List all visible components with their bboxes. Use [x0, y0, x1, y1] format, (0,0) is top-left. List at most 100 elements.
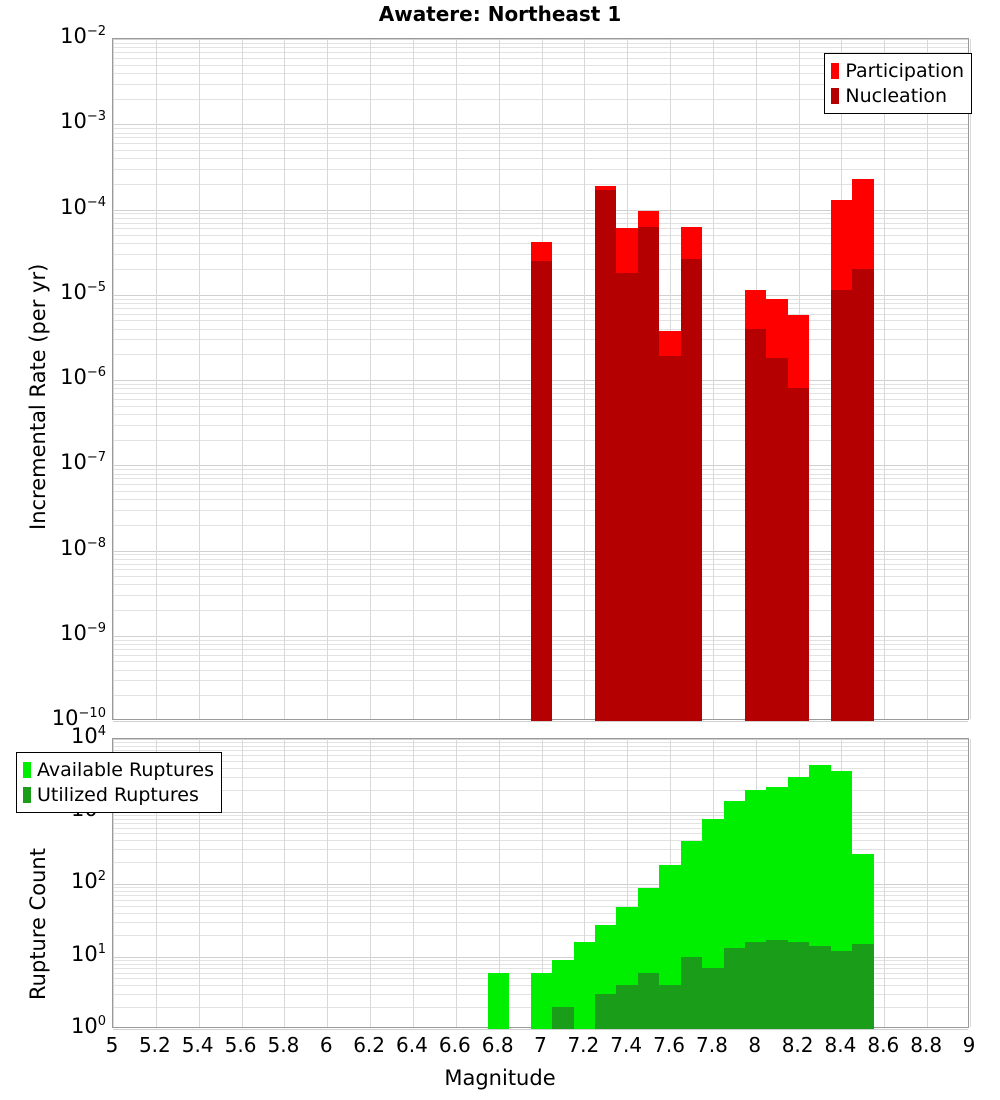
y-tick-label: 102 — [70, 869, 106, 893]
rupture-count-bar — [830, 739, 853, 1029]
rupture-count-bar — [487, 739, 510, 1029]
nucleation-segment — [787, 388, 810, 721]
nucleation-segment — [680, 259, 703, 721]
rupture-count-bar — [573, 739, 596, 1029]
x-tick-label: 8.8 — [910, 1033, 943, 1057]
x-tick-label: 6.2 — [353, 1033, 385, 1057]
nucleation-color-swatch — [831, 87, 840, 104]
utilized-ruptures-segment — [809, 945, 831, 1029]
x-tick-label: 6.4 — [396, 1033, 428, 1057]
rupture-count-bar — [766, 739, 788, 1029]
utilized-ruptures-segment — [659, 985, 681, 1029]
gridline-vertical — [970, 739, 971, 1027]
rupture-count-bar — [616, 739, 638, 1029]
utilized-ruptures-segment — [766, 939, 788, 1029]
y-tick-label: 10−8 — [60, 535, 106, 560]
utilized-ruptures-segment — [552, 1007, 574, 1029]
rate-bar — [787, 39, 810, 721]
nucleation-segment — [530, 260, 553, 721]
legend-label-nucleation: Nucleation — [845, 84, 948, 107]
available-ruptures-segment — [487, 972, 510, 1029]
y-tick-label: 10−10 — [51, 706, 106, 730]
nucleation-segment — [830, 289, 853, 721]
participation-color-swatch — [831, 62, 840, 79]
rupture-count-bar — [852, 739, 874, 1029]
x-tick-label: 6.8 — [481, 1033, 514, 1057]
y-tick-label: 10−9 — [60, 620, 106, 645]
x-tick-label: 7 — [534, 1033, 547, 1057]
incremental-rate-chart — [112, 38, 971, 722]
x-tick-label: 7.6 — [653, 1033, 685, 1057]
rate-bar — [637, 39, 660, 721]
available-ruptures-segment — [530, 972, 553, 1029]
nucleation-segment — [637, 227, 660, 721]
rupture-count-bar — [809, 739, 831, 1029]
gridline-horizontal — [113, 1029, 968, 1030]
y-tick-label: 10−2 — [60, 24, 106, 48]
nucleation-segment — [745, 328, 767, 721]
y-tick-label: 10−3 — [60, 109, 106, 134]
x-tick-label: 8.2 — [781, 1033, 814, 1057]
rupture-count-bar — [552, 739, 574, 1029]
available-ruptures-color-swatch — [23, 761, 31, 778]
nucleation-segment — [766, 358, 788, 721]
x-tick-label: 8.6 — [867, 1033, 900, 1057]
available-ruptures-segment — [573, 941, 596, 1029]
x-tick-label: 5.4 — [181, 1033, 214, 1057]
utilized-ruptures-segment — [616, 985, 638, 1029]
utilized-ruptures-segment — [852, 943, 874, 1029]
rupture-count-bar — [659, 739, 681, 1029]
nucleation-segment — [616, 272, 638, 721]
rupture-count-bar — [723, 739, 746, 1029]
top-y-axis-label: Incremental Rate (per yr) — [26, 263, 50, 530]
top-chart-legend: Participation Nucleation — [824, 53, 972, 114]
utilized-ruptures-segment — [723, 948, 746, 1029]
x-tick-label: 7.2 — [567, 1033, 600, 1057]
rupture-count-bar — [745, 739, 767, 1029]
legend-item-available-ruptures: Available Ruptures — [23, 757, 214, 782]
rupture-count-bar — [680, 739, 703, 1029]
utilized-ruptures-segment — [637, 972, 660, 1029]
x-axis-label: Magnitude — [444, 1066, 556, 1090]
legend-item-participation: Participation — [831, 58, 964, 83]
nucleation-segment — [852, 269, 874, 721]
utilized-ruptures-segment — [787, 941, 810, 1029]
y-tick-label: 10−4 — [60, 194, 106, 219]
y-tick-label: 104 — [70, 724, 106, 748]
y-tick-label: 10−6 — [60, 365, 106, 389]
rupture-count-bar — [637, 739, 660, 1029]
x-tick-label: 8.4 — [824, 1033, 857, 1057]
utilized-ruptures-segment — [702, 967, 724, 1029]
legend-label-utilized-ruptures: Utilized Ruptures — [37, 783, 199, 806]
utilized-ruptures-color-swatch — [23, 786, 31, 803]
rupture-count-bar — [702, 739, 724, 1029]
rate-bar — [830, 39, 853, 721]
rate-bar — [530, 39, 553, 721]
bottom-y-axis-label: Rupture Count — [26, 848, 50, 1000]
x-tick-label: 5.8 — [267, 1033, 300, 1057]
x-tick-label: 6 — [319, 1033, 333, 1057]
legend-label-participation: Participation — [845, 59, 964, 82]
rate-bar — [616, 39, 638, 721]
gridline-vertical — [970, 39, 971, 719]
rupture-count-chart — [112, 738, 971, 1030]
utilized-ruptures-segment — [745, 941, 767, 1029]
bottom-chart-legend: Available Ruptures Utilized Ruptures — [16, 752, 222, 813]
nucleation-segment — [659, 356, 681, 721]
rupture-count-bar — [787, 739, 810, 1029]
page-title: Awatere: Northeast 1 — [378, 2, 622, 26]
utilized-ruptures-segment — [680, 956, 703, 1029]
y-tick-label: 100 — [70, 1014, 106, 1038]
top-chart-bars — [113, 39, 968, 721]
x-tick-label: 8 — [748, 1033, 762, 1057]
x-tick-label: 5 — [105, 1033, 119, 1057]
utilized-ruptures-segment — [595, 994, 617, 1029]
gridline-horizontal — [113, 721, 968, 722]
x-tick-label: 5.6 — [224, 1033, 257, 1057]
x-tick-label: 7.4 — [610, 1033, 643, 1057]
x-tick-label: 6.6 — [438, 1033, 471, 1057]
legend-label-available-ruptures: Available Ruptures — [37, 758, 214, 781]
rate-bar — [659, 39, 681, 721]
bottom-chart-bars — [113, 739, 968, 1029]
